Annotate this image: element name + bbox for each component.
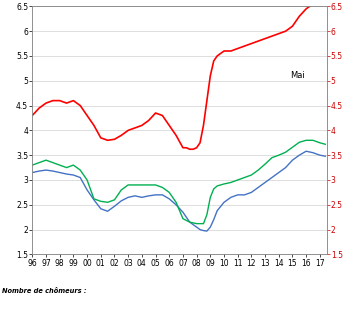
Text: Nombre de chômeurs :: Nombre de chômeurs :: [2, 288, 86, 294]
Text: Mai: Mai: [290, 71, 304, 80]
